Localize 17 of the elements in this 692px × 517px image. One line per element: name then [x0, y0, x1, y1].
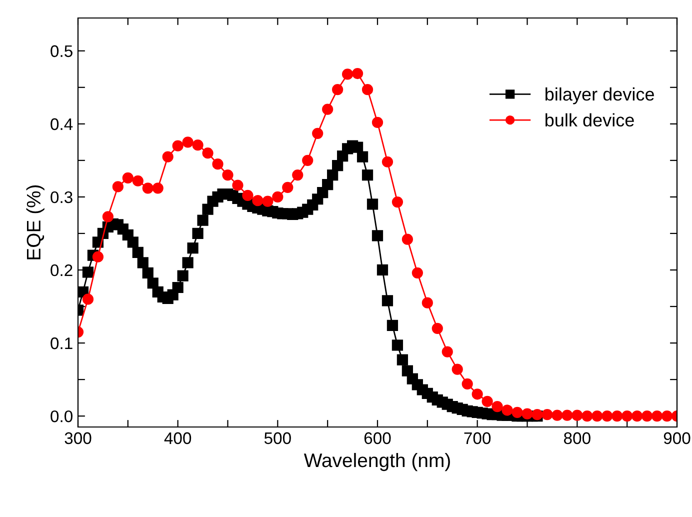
x-tick-label: 700: [464, 432, 491, 444]
y-tick-label: 0.2: [50, 264, 72, 276]
x-axis-title: Wavelength (nm): [304, 452, 450, 472]
x-tick-label: 900: [664, 432, 690, 444]
y-axis-title: EQE (%): [26, 185, 44, 260]
y-tick-label: 0.3: [50, 191, 72, 204]
x-tick-label: 800: [564, 432, 590, 444]
x-tick-label: 400: [164, 432, 192, 444]
y-tick-label: 0.0: [50, 410, 72, 422]
legend-label: bulk device: [546, 113, 634, 127]
y-tick-label: 0.5: [50, 45, 72, 58]
legend-label: bilayer device: [546, 87, 654, 104]
y-tick-label: 0.4: [50, 118, 73, 130]
y-tick-label: 0.1: [50, 337, 72, 350]
x-tick-label: 500: [264, 432, 291, 444]
x-tick-label: 600: [364, 432, 391, 444]
x-tick-label: 300: [64, 432, 92, 444]
